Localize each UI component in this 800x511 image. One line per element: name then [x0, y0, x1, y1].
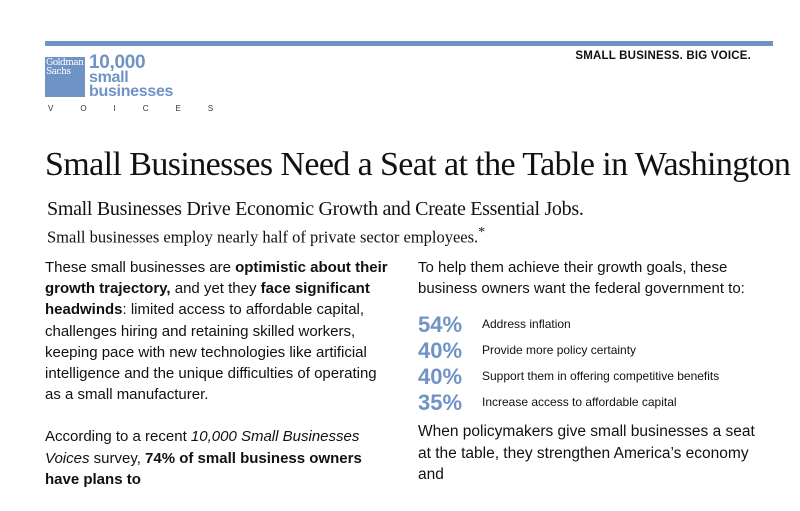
top-accent-bar — [45, 41, 773, 46]
stat-text: Support them in offering competitive ben… — [482, 368, 720, 383]
bold-text: optimistic about their growth trajectory… — [45, 259, 388, 298]
bold-text: face significant headwinds — [45, 280, 370, 319]
right-column: To help them achieve their growth goals,… — [418, 257, 788, 506]
closing-text: When policymakers give small businesses … — [418, 423, 755, 483]
stat-text: Address inflation — [482, 316, 571, 331]
left-column: These small businesses are optimistic ab… — [45, 257, 395, 511]
stat-percent: 54% — [418, 311, 463, 337]
voices-wordmark: VOICES — [48, 104, 241, 113]
stat-percent: 40% — [418, 337, 463, 363]
text: survey, — [89, 449, 146, 467]
stat-percent: 40% — [418, 363, 463, 389]
stat-percent: 35% — [418, 389, 463, 415]
stat-text: Provide more policy certainty — [482, 342, 637, 357]
intro-text: To help them achieve their growth goals,… — [418, 259, 745, 298]
stats-list: 54% Address inflation 40% Provide more pol… — [418, 311, 788, 415]
footnote-mark: * — [478, 224, 486, 239]
goldman-sachs-logo: Goldman Sachs — [45, 57, 85, 97]
subsubtitle-text: Small businesses employ nearly half of p… — [47, 227, 479, 247]
logo-line: small — [89, 69, 129, 86]
logo-line: 10,000 — [89, 52, 146, 73]
subsubtitle: Small businesses employ nearly half of p… — [47, 224, 485, 248]
program-logo: 10,000 small businesses — [89, 52, 174, 100]
text: : limited access to affordable capital, … — [45, 301, 377, 404]
subtitle: Small Businesses Drive Economic Growth a… — [47, 198, 584, 220]
page-title: Small Businesses Need a Seat at the Tabl… — [45, 146, 791, 183]
stat-row: 35% Increase access to affordable capital — [418, 389, 788, 415]
logo-line: businesses — [89, 83, 174, 100]
paragraph-survey: According to a recent 10,000 Small Busin… — [45, 426, 395, 490]
stat-text: Increase access to affordable capital — [482, 394, 677, 409]
paragraph-headwinds: These small businesses are optimistic ab… — [45, 257, 395, 405]
tagline: SMALL BUSINESS. BIG VOICE. — [575, 50, 751, 62]
text: According to a recent — [45, 428, 191, 446]
text: and yet they — [170, 280, 261, 298]
stat-row: 40% Support them in offering competitive … — [418, 363, 788, 389]
text: These small businesses are — [45, 259, 236, 276]
stat-row: 54% Address inflation — [418, 311, 788, 337]
stat-row: 40% Provide more policy certainty — [418, 337, 788, 363]
